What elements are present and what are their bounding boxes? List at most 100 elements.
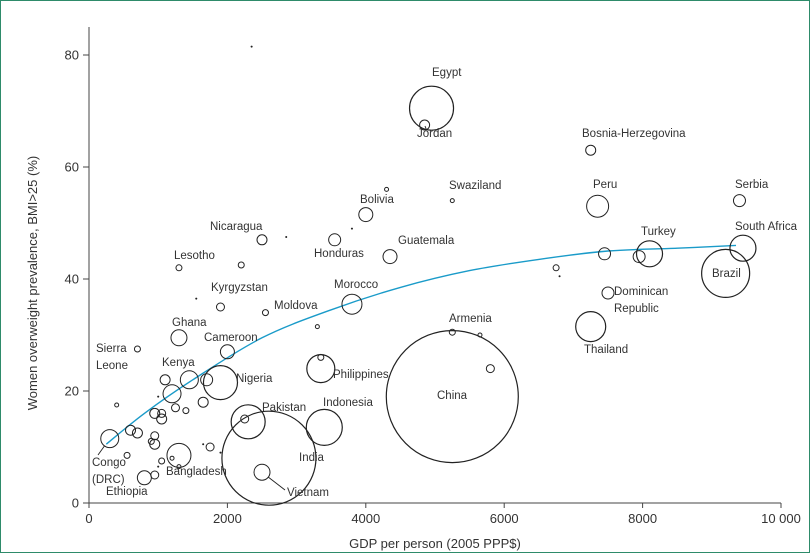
point-peru — [586, 194, 610, 218]
label-ghana: Ghana — [172, 317, 207, 329]
point-india — [221, 410, 317, 506]
point-unlabeled — [314, 324, 320, 330]
point-unlabeled — [485, 364, 495, 374]
fit-line-layer — [105, 244, 737, 445]
label-dominican: Dominican — [614, 286, 668, 298]
point-unlabeled — [219, 451, 222, 454]
point-unlabeled — [598, 247, 612, 261]
x-tick-label: 4000 — [351, 511, 380, 526]
point-egypt — [408, 85, 455, 131]
leader-congo-drc — [97, 445, 105, 456]
point-jordan — [419, 119, 431, 131]
point-unlabeled — [197, 396, 209, 408]
axes: 0 2000 4000 6000 8000 10 000 0 20 40 60 80 GDP per … — [25, 27, 801, 551]
label-bosnia-herzegovina: Bosnia-Herzegovina — [582, 128, 686, 140]
point-nigeria — [202, 365, 239, 401]
point-morocco — [341, 293, 363, 315]
label-ethiopia: Ethiopia — [106, 486, 148, 498]
leader-jordan — [424, 125, 427, 130]
point-unlabeled — [114, 402, 120, 408]
label-republic: Republic — [614, 303, 659, 315]
point-unlabeled — [149, 407, 161, 419]
point-unlabeled — [552, 264, 560, 272]
point-congo-drc — [100, 429, 120, 449]
point-unlabeled — [131, 427, 143, 439]
point-unlabeled — [202, 443, 205, 446]
point-unlabeled — [162, 384, 182, 404]
label-pakistan: Pakistan — [262, 402, 306, 414]
label-brazil: Brazil — [712, 268, 741, 280]
point-unlabeled — [123, 451, 131, 459]
label-indonesia: Indonesia — [323, 397, 373, 409]
y-tick-label: 40 — [65, 272, 79, 287]
label-honduras: Honduras — [314, 248, 364, 260]
point-cameroon — [219, 344, 235, 360]
point-bosnia-herzegovina — [585, 144, 597, 156]
point-unlabeled — [157, 465, 160, 468]
point-thailand — [575, 311, 607, 343]
label-thailand: Thailand — [584, 344, 628, 356]
point-vietnam — [253, 463, 271, 481]
point-nicaragua — [256, 234, 268, 246]
point-honduras — [328, 233, 342, 247]
point-unlabeled — [182, 407, 190, 415]
point-unlabeled — [125, 424, 137, 436]
leader-lines-layer — [97, 125, 427, 491]
point-unlabeled — [150, 470, 160, 480]
point-unlabeled — [169, 455, 175, 461]
label-lesotho: Lesotho — [174, 250, 215, 262]
point-bangladesh — [166, 442, 192, 468]
y-axis-title: Women overweight prevalence, BMI>25 (%) — [25, 156, 40, 410]
point-philippines — [306, 354, 336, 384]
label-kyrgyzstan: Kyrgyzstan — [211, 282, 268, 294]
label-serbia: Serbia — [735, 179, 769, 191]
point-unlabeled — [200, 373, 214, 387]
label-bolivia: Bolivia — [360, 194, 394, 206]
point-unlabeled — [250, 45, 253, 48]
label-leone: Leone — [96, 360, 128, 372]
label-sierra: Sierra — [96, 343, 127, 355]
label-turkey: Turkey — [641, 226, 676, 238]
x-tick-label: 6000 — [490, 511, 519, 526]
label-nigeria: Nigeria — [236, 373, 273, 385]
point-unlabeled — [158, 457, 166, 465]
point-unlabeled — [205, 442, 215, 452]
label-armenia: Armenia — [449, 313, 492, 325]
point-unlabeled — [149, 438, 161, 450]
y-tick-label: 80 — [65, 48, 79, 63]
label-kenya: Kenya — [162, 357, 195, 369]
x-tick-label: 10 000 — [761, 511, 801, 526]
point-south-africa — [729, 234, 757, 262]
point-unlabeled — [558, 275, 561, 278]
point-armenia — [448, 328, 456, 336]
point-unlabeled — [171, 403, 180, 413]
label-moldova: Moldova — [274, 300, 318, 312]
point-ghana — [170, 329, 188, 347]
x-tick-label: 8000 — [628, 511, 657, 526]
point-bolivia — [358, 207, 374, 223]
point-unlabeled — [157, 395, 160, 398]
point-unlabeled — [156, 413, 168, 425]
point-ethiopia — [136, 470, 152, 486]
point-unlabeled — [350, 227, 353, 230]
point-unlabeled — [632, 250, 646, 264]
point-unlabeled — [150, 431, 160, 441]
point-lesotho — [175, 264, 183, 272]
point-pakistan — [230, 404, 266, 440]
label-drc: (DRC) — [92, 474, 125, 486]
label-congo: Congo — [92, 457, 126, 469]
label-peru: Peru — [593, 179, 617, 191]
point-turkey — [635, 240, 664, 268]
fit-curve — [105, 244, 737, 445]
point-moldova — [261, 309, 269, 317]
label-india: India — [299, 452, 325, 464]
label-morocco: Morocco — [334, 279, 378, 291]
label-vietnam: Vietnam — [287, 487, 329, 499]
point-sierra-leone — [133, 345, 141, 353]
point-unlabeled — [157, 408, 167, 418]
point-kyrgyzstan — [215, 302, 225, 312]
point-unlabeled — [237, 261, 245, 269]
label-china: China — [437, 390, 468, 402]
